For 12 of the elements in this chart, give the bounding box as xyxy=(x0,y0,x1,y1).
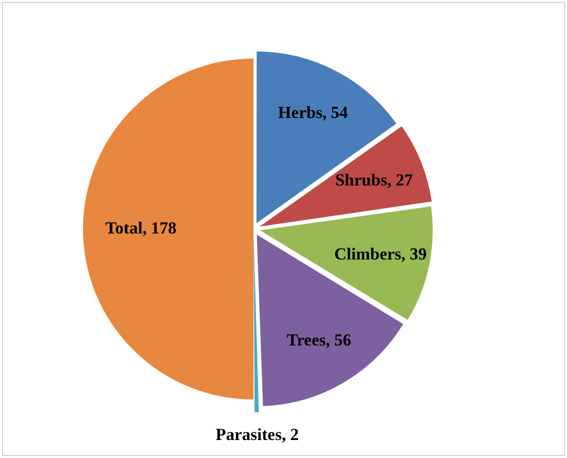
slice-label: Climbers xyxy=(334,244,402,264)
slice-label: Total xyxy=(105,218,143,238)
data-label: , 54 xyxy=(322,103,348,122)
slice-label: Herbs xyxy=(278,103,323,122)
data-label: , 56 xyxy=(326,330,352,350)
data-label: , 2 xyxy=(282,424,299,444)
slice-label: Shrubs xyxy=(335,170,388,190)
data-label: , 39 xyxy=(401,244,427,264)
data-label: , 27 xyxy=(387,170,414,190)
slice-label: Trees xyxy=(286,330,326,350)
data-label: , 178 xyxy=(142,218,177,238)
slice-label: Parasites xyxy=(216,424,282,444)
